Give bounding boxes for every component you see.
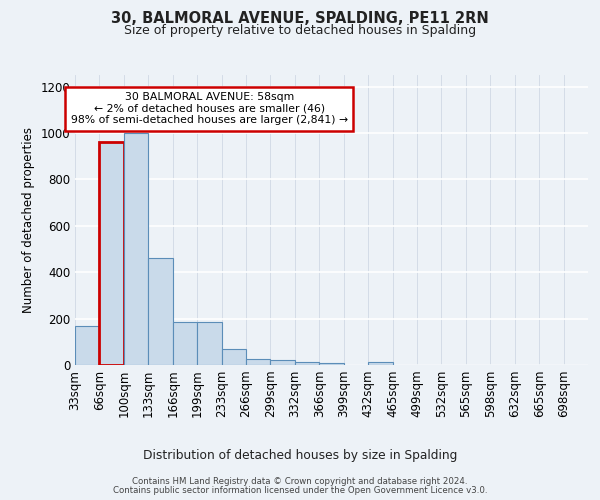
Bar (75, 326, 100, 365)
Bar (271, 360, 295, 365)
Bar (100, 142, 124, 365)
Bar (319, 362, 344, 365)
Text: Contains HM Land Registry data © Crown copyright and database right 2024.: Contains HM Land Registry data © Crown c… (132, 477, 468, 486)
Bar (246, 359, 271, 365)
Bar (295, 362, 319, 365)
Text: 30, BALMORAL AVENUE, SPALDING, PE11 2RN: 30, BALMORAL AVENUE, SPALDING, PE11 2RN (111, 11, 489, 26)
Bar (368, 362, 392, 365)
Bar (173, 322, 197, 365)
Text: Contains public sector information licensed under the Open Government Licence v3: Contains public sector information licen… (113, 486, 487, 495)
Y-axis label: Number of detached properties: Number of detached properties (22, 127, 35, 313)
Bar (197, 322, 221, 365)
Bar (148, 258, 173, 365)
Bar (221, 349, 246, 365)
Text: Distribution of detached houses by size in Spalding: Distribution of detached houses by size … (143, 450, 457, 462)
Text: 30 BALMORAL AVENUE: 58sqm
← 2% of detached houses are smaller (46)
98% of semi-d: 30 BALMORAL AVENUE: 58sqm ← 2% of detach… (71, 92, 348, 125)
Text: Size of property relative to detached houses in Spalding: Size of property relative to detached ho… (124, 24, 476, 37)
Bar (124, 133, 148, 365)
